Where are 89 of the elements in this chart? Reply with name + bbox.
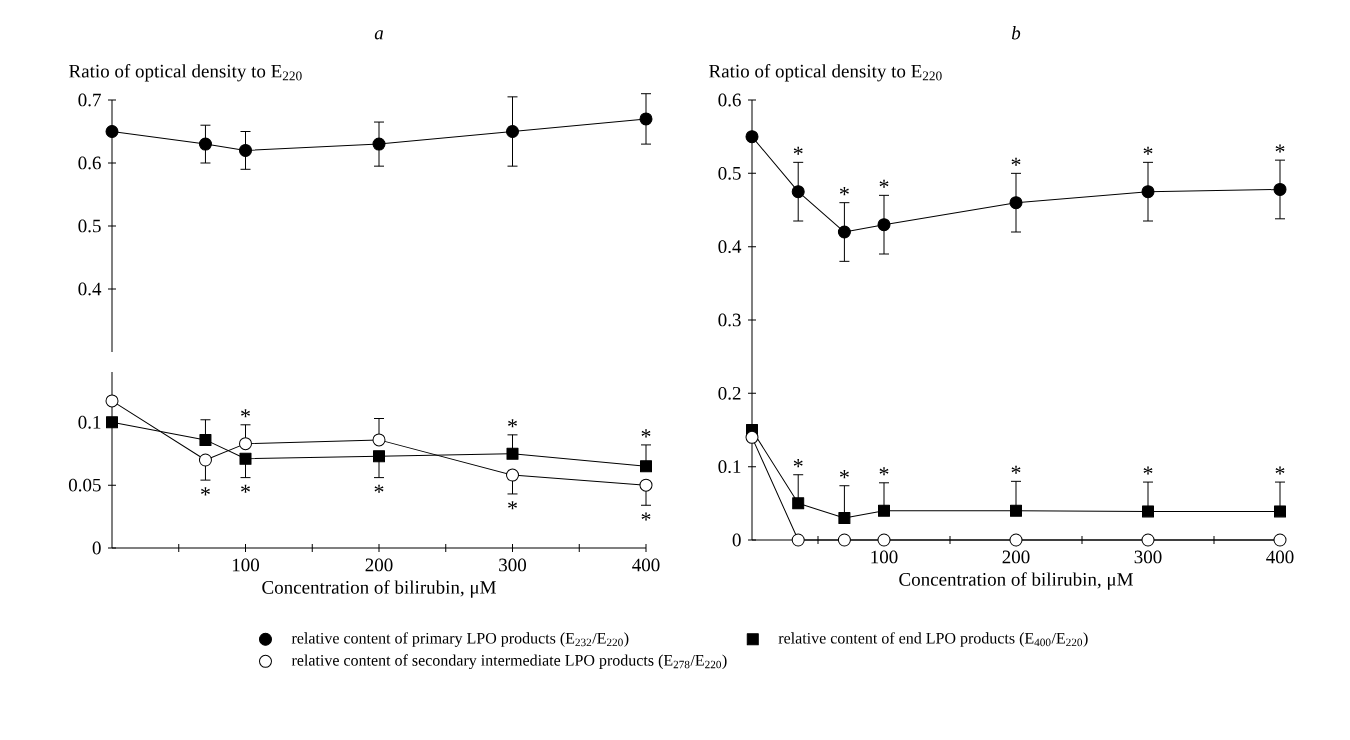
y-tick-label: 0.05 (68, 478, 101, 492)
point (877, 218, 891, 232)
annotation: * (241, 409, 250, 418)
x-tick-label: 100 (871, 550, 898, 564)
y-tick-label: 0.3 (718, 313, 741, 327)
point (239, 452, 252, 465)
point (838, 512, 851, 524)
y-axis-title: Ratio of optical density to E$_{220}$ (69, 63, 302, 82)
point (506, 125, 519, 138)
annotation: * (241, 484, 250, 493)
point (1010, 504, 1022, 517)
annotation: * (508, 419, 517, 428)
legend-label: relative content of end LPO products (E$_{400}$/E$_{220}$) (778, 632, 1088, 647)
x-tick-label: 400 (1266, 550, 1294, 564)
y-tick-label: 0.6 (718, 93, 741, 107)
chart-title: a (374, 30, 384, 40)
annotation: * (793, 459, 803, 468)
annotation: * (201, 487, 210, 496)
y-tick-label: 0.5 (718, 166, 741, 180)
point (878, 504, 890, 517)
annotation: * (1275, 144, 1285, 153)
annotation: * (879, 467, 889, 476)
point (640, 460, 652, 473)
annotation: * (641, 512, 651, 521)
annotation: * (839, 187, 849, 196)
annotation: * (1275, 466, 1285, 475)
x-axis-title: Concentration of bilirubin, μM (262, 580, 496, 598)
x-axis-title: Concentration of bilirubin, μM (899, 572, 1133, 590)
y-tick-label: 0.4 (718, 240, 742, 254)
annotation: * (1011, 465, 1021, 474)
y-axis-title: Ratio of optical density to E$_{220}$ (709, 63, 942, 82)
y-tick-label: 0.1 (78, 415, 101, 429)
x-tick-label: 400 (632, 558, 660, 572)
point (1142, 505, 1154, 518)
y-tick-label: 0.6 (78, 156, 101, 170)
point (198, 453, 212, 467)
point (372, 137, 386, 151)
point (105, 125, 119, 138)
x-tick-label: 300 (1134, 550, 1162, 564)
point (105, 394, 119, 408)
annotation: * (374, 484, 384, 493)
x-tick-label: 300 (499, 558, 527, 572)
point (792, 497, 805, 510)
annotation: * (508, 501, 517, 510)
annotation: * (1143, 146, 1153, 155)
y-tick-label: 0 (732, 533, 741, 547)
chart-title: b (1011, 26, 1021, 40)
point (791, 185, 805, 199)
legend-label: relative content of primary LPO products (E$_{232}$/E$_{220}$) (291, 632, 629, 647)
x-tick-label: 100 (232, 558, 260, 572)
y-tick-label: 0.5 (78, 219, 101, 233)
y-tick-label: 0.7 (78, 93, 101, 107)
point (506, 468, 519, 482)
point (1141, 185, 1155, 199)
point (791, 533, 805, 547)
legend-label: relative content of secondary intermediate LPO products (E$_{278}$/E$_{220}$) (291, 654, 727, 670)
point (639, 478, 653, 492)
x-tick-label: 200 (1002, 550, 1030, 564)
point (199, 433, 212, 446)
point (1141, 533, 1155, 547)
annotation: * (1011, 157, 1021, 166)
point (372, 433, 386, 447)
annotation: * (839, 470, 849, 479)
y-tick-label: 0.2 (718, 386, 741, 400)
point (1273, 182, 1287, 196)
y-tick-label: 0.1 (718, 460, 741, 474)
point (1273, 533, 1287, 547)
point (745, 430, 759, 444)
point (639, 112, 653, 126)
point (877, 533, 891, 547)
annotation: * (793, 146, 803, 155)
annotation: * (1143, 466, 1153, 475)
point (373, 450, 385, 463)
point (1274, 505, 1286, 518)
point (506, 447, 519, 460)
y-tick-label: 0 (92, 541, 101, 555)
point (1009, 196, 1023, 210)
annotation: * (879, 179, 889, 188)
x-tick-label: 200 (365, 558, 393, 572)
y-tick-label: 0.4 (78, 282, 102, 296)
point (239, 437, 252, 451)
point (745, 130, 759, 144)
point (239, 143, 252, 157)
point (837, 225, 851, 239)
point (198, 137, 212, 151)
point (837, 533, 851, 547)
point (1009, 533, 1023, 547)
point (106, 416, 118, 429)
annotation: * (641, 429, 651, 438)
